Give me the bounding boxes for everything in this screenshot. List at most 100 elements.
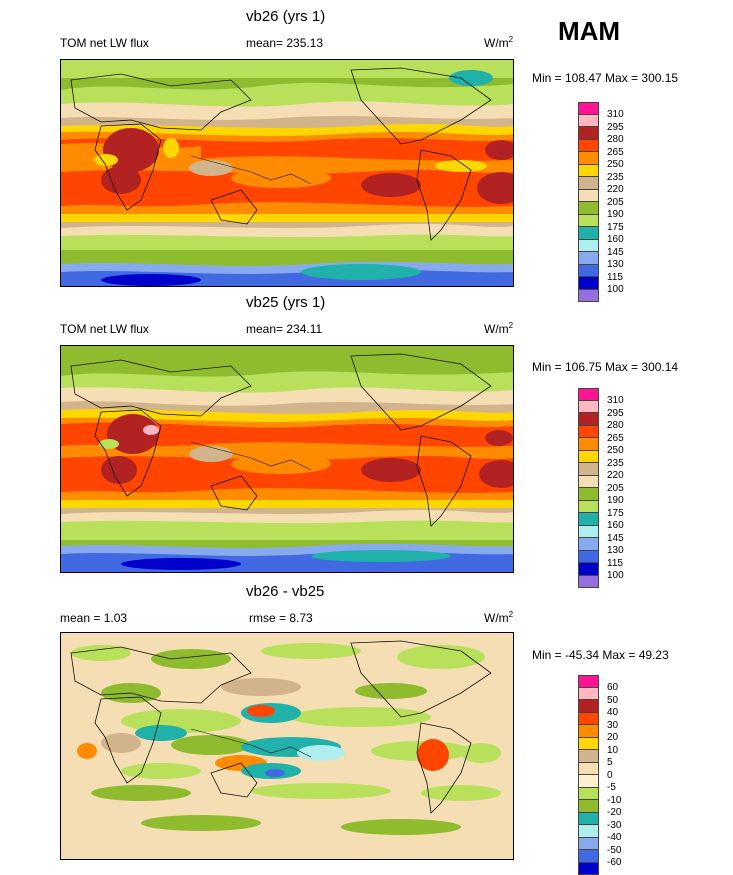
colorbar-swatch: [578, 675, 599, 688]
colorbar-swatch: [578, 788, 599, 801]
panel2-level: 235: [607, 459, 624, 469]
panel1-minmax: Min = 108.47 Max = 300.15: [532, 71, 678, 85]
panel1-level: 160: [607, 235, 624, 245]
colorbar-swatch: [578, 526, 599, 539]
panel3-colorbar: [578, 675, 599, 875]
colorbar-swatch: [578, 551, 599, 564]
panel3-level: -20: [607, 808, 621, 818]
colorbar-swatch: [578, 763, 599, 776]
panel1-level: 205: [607, 198, 624, 208]
panel2-level: 220: [607, 471, 624, 481]
panel3-level: -10: [607, 796, 621, 806]
panel2-level: 115: [607, 559, 623, 569]
panel2-minmax: Min = 106.75 Max = 300.14: [532, 360, 678, 374]
colorbar-swatch: [578, 476, 599, 489]
season-label: MAM: [558, 16, 620, 47]
panel1-variable-label: TOM net LW flux: [60, 36, 149, 50]
panel3-level: 60: [607, 683, 618, 693]
colorbar-swatch: [578, 152, 599, 165]
panel2-contour-field: [61, 346, 514, 573]
panel3-level: -50: [607, 846, 621, 856]
colorbar-swatch: [578, 713, 599, 726]
panel2-unit-label: W/m2: [484, 322, 513, 336]
colorbar-swatch: [578, 290, 599, 303]
panel3-level: 40: [607, 708, 618, 718]
panel2-level: 160: [607, 521, 624, 531]
panel3-level: -60: [607, 858, 621, 868]
panel1-level: 220: [607, 185, 624, 195]
colorbar-swatch: [578, 277, 599, 290]
colorbar-swatch: [578, 140, 599, 153]
colorbar-swatch: [578, 102, 599, 115]
colorbar-swatch: [578, 115, 599, 128]
panel2-colorbar: [578, 388, 599, 588]
panel2-level: 130: [607, 546, 624, 556]
panel1-level: 295: [607, 123, 624, 133]
panel2-variable-label: TOM net LW flux: [60, 322, 149, 336]
colorbar-swatch: [578, 800, 599, 813]
panel1-level: 265: [607, 148, 624, 158]
colorbar-swatch: [578, 426, 599, 439]
colorbar-swatch: [578, 738, 599, 751]
colorbar-swatch: [578, 750, 599, 763]
colorbar-swatch: [578, 576, 599, 589]
panel3-level: -30: [607, 821, 621, 831]
panel2-level: 280: [607, 421, 624, 431]
panel1-level: 235: [607, 173, 624, 183]
panel2-level: 295: [607, 409, 624, 419]
panel3-unit-label: W/m2: [484, 611, 513, 625]
panel1-level: 280: [607, 135, 624, 145]
panel3-level: 5: [607, 758, 613, 768]
panel2-level: 205: [607, 484, 624, 494]
panel1-level: 175: [607, 223, 624, 233]
panel2-level: 250: [607, 446, 624, 456]
panel3-map: [60, 632, 514, 860]
panel3-mean-label: mean = 1.03: [60, 611, 127, 625]
colorbar-swatch: [578, 501, 599, 514]
panel1-level: 115: [607, 273, 623, 283]
panel2-level: 310: [607, 396, 624, 406]
colorbar-swatch: [578, 252, 599, 265]
colorbar-swatch: [578, 240, 599, 253]
colorbar-swatch: [578, 850, 599, 863]
panel1-unit-label: W/m2: [484, 36, 513, 50]
panel2-level: 145: [607, 534, 624, 544]
colorbar-swatch: [578, 177, 599, 190]
colorbar-swatch: [578, 463, 599, 476]
colorbar-swatch: [578, 813, 599, 826]
colorbar-swatch: [578, 413, 599, 426]
panel2-title: vb25 (yrs 1): [246, 294, 325, 311]
panel1-level: 100: [607, 285, 624, 295]
panel3-level: -5: [607, 783, 616, 793]
panel3-level: -40: [607, 833, 621, 843]
colorbar-swatch: [578, 388, 599, 401]
panel3-level: 0: [607, 771, 613, 781]
colorbar-swatch: [578, 725, 599, 738]
colorbar-swatch: [578, 165, 599, 178]
panel1-mean-label: mean= 235.13: [246, 36, 323, 50]
colorbar-swatch: [578, 488, 599, 501]
panel2-level: 190: [607, 496, 624, 506]
panel2-level: 175: [607, 509, 624, 519]
colorbar-swatch: [578, 227, 599, 240]
colorbar-swatch: [578, 451, 599, 464]
colorbar-swatch: [578, 700, 599, 713]
colorbar-swatch: [578, 215, 599, 228]
panel1-level: 145: [607, 248, 624, 258]
panel3-rmse-label: rmse = 8.73: [249, 611, 313, 625]
panel3-minmax: Min = -45.34 Max = 49.23: [532, 648, 669, 662]
panel3-level: 30: [607, 721, 618, 731]
colorbar-swatch: [578, 190, 599, 203]
colorbar-swatch: [578, 265, 599, 278]
colorbar-swatch: [578, 202, 599, 215]
colorbar-swatch: [578, 438, 599, 451]
panel1-level: 190: [607, 210, 624, 220]
colorbar-swatch: [578, 538, 599, 551]
panel3-level: 50: [607, 696, 618, 706]
panel3-level: 20: [607, 733, 618, 743]
panel2-map: [60, 345, 514, 573]
panel1-colorbar: [578, 102, 599, 302]
colorbar-swatch: [578, 127, 599, 140]
colorbar-swatch: [578, 863, 599, 875]
panel3-title: vb26 - vb25: [246, 583, 324, 600]
